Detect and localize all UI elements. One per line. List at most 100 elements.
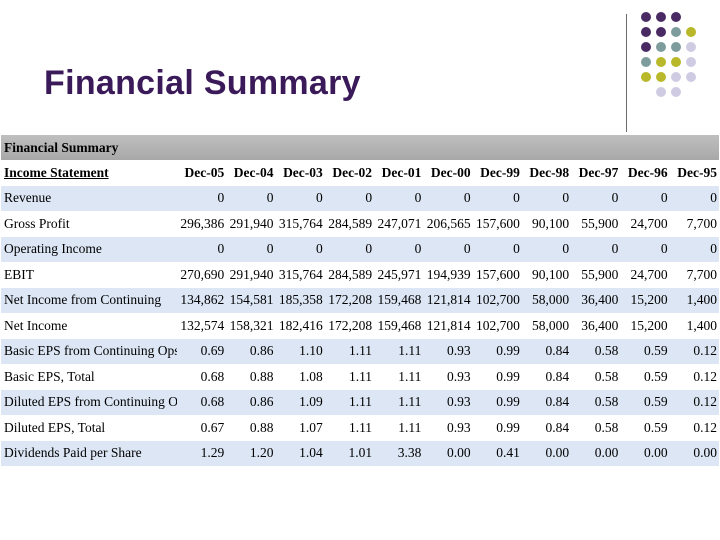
table-row: Gross Profit 296,386 291,940 315,764 284,589… bbox=[1, 211, 719, 237]
table-banner: Financial Summary bbox=[1, 135, 719, 160]
table-cell: 0.84 bbox=[521, 389, 572, 415]
decorative-dot bbox=[641, 27, 651, 37]
table-cell: 0 bbox=[275, 185, 325, 211]
table-cell: 245,971 bbox=[374, 262, 424, 288]
table-cell: 55,900 bbox=[571, 211, 621, 237]
table-cell: 36,400 bbox=[571, 313, 621, 339]
row-label: Basic EPS, Total bbox=[1, 364, 177, 390]
table-cell: 0.93 bbox=[423, 389, 473, 415]
decorative-dot bbox=[686, 27, 696, 37]
table-banner-row: Financial Summary bbox=[1, 135, 719, 160]
decorative-dot bbox=[686, 57, 696, 67]
table-cell: 0.68 bbox=[177, 364, 227, 390]
decorative-dot bbox=[641, 72, 651, 82]
decorative-dot bbox=[656, 27, 666, 37]
row-label: Diluted EPS from Continuing Ops. bbox=[1, 389, 177, 415]
table-cell: 36,400 bbox=[571, 287, 621, 313]
table-cell: 0 bbox=[324, 236, 375, 262]
table-cell: 291,940 bbox=[226, 262, 276, 288]
table-cell: 315,764 bbox=[275, 211, 325, 237]
table-cell: 172,208 bbox=[324, 313, 375, 339]
table-row: Net Income 132,574 158,321 182,416 172,208 15… bbox=[1, 313, 719, 339]
decorative-dot bbox=[656, 42, 666, 52]
table-row: Dividends Paid per Share 1.29 1.20 1.04 1.01… bbox=[1, 440, 719, 466]
table-cell: 0 bbox=[669, 236, 719, 262]
table-row: Basic EPS from Continuing Ops. 0.69 0.86 1.… bbox=[1, 338, 719, 364]
table-cell: 1.11 bbox=[374, 338, 424, 364]
year-header: Dec-03 bbox=[275, 160, 325, 186]
table-cell: 1.11 bbox=[324, 415, 375, 441]
table-cell: 0.00 bbox=[620, 440, 670, 466]
row-label: Revenue bbox=[1, 185, 177, 211]
table-cell: 1.11 bbox=[324, 364, 375, 390]
table-cell: 0.93 bbox=[423, 415, 473, 441]
table-cell: 0.41 bbox=[472, 440, 522, 466]
table-cell: 1.11 bbox=[324, 338, 375, 364]
table-cell: 0.99 bbox=[472, 415, 522, 441]
table-cell: 121,814 bbox=[423, 287, 473, 313]
table-cell: 15,200 bbox=[620, 313, 670, 339]
table-cell: 0.86 bbox=[226, 338, 276, 364]
table-cell: 158,321 bbox=[226, 313, 276, 339]
table-cell: 0 bbox=[374, 185, 424, 211]
decorative-dot bbox=[641, 57, 651, 67]
table-cell: 0.93 bbox=[423, 338, 473, 364]
table-cell: 0.67 bbox=[177, 415, 227, 441]
table-cell: 0 bbox=[472, 236, 522, 262]
table-cell: 3.38 bbox=[374, 440, 424, 466]
row-label: Net Income from Continuing bbox=[1, 287, 177, 313]
table-cell: 154,581 bbox=[226, 287, 276, 313]
table-cell: 0.58 bbox=[571, 415, 621, 441]
table-cell: 15,200 bbox=[620, 287, 670, 313]
table-cell: 102,700 bbox=[472, 313, 522, 339]
decorative-dot-grid bbox=[641, 12, 720, 116]
table-cell: 58,000 bbox=[521, 287, 572, 313]
table-cell: 0 bbox=[472, 185, 522, 211]
table-cell: 0.59 bbox=[620, 338, 670, 364]
row-label: Dividends Paid per Share bbox=[1, 440, 177, 466]
table-cell: 1.11 bbox=[374, 389, 424, 415]
decorative-dot bbox=[656, 72, 666, 82]
table-cell: 1,400 bbox=[669, 313, 719, 339]
table-cell: 0.93 bbox=[423, 364, 473, 390]
table-cell: 0.12 bbox=[669, 364, 719, 390]
table-row: EBIT 270,690 291,940 315,764 284,589 245,971 1… bbox=[1, 262, 719, 288]
table-cell: 296,386 bbox=[177, 211, 227, 237]
table-cell: 1.11 bbox=[324, 389, 375, 415]
decorative-dot bbox=[641, 12, 651, 22]
year-header: Dec-02 bbox=[324, 160, 375, 186]
table-cell: 0 bbox=[177, 236, 227, 262]
table-cell: 0.84 bbox=[521, 415, 572, 441]
decorative-dot bbox=[671, 42, 681, 52]
table-cell: 24,700 bbox=[620, 262, 670, 288]
table-cell: 185,358 bbox=[275, 287, 325, 313]
table-cell: 159,468 bbox=[374, 287, 424, 313]
table-cell: 0.59 bbox=[620, 389, 670, 415]
table-cell: 102,700 bbox=[472, 287, 522, 313]
year-header: Dec-95 bbox=[669, 160, 719, 186]
table-cell: 0.00 bbox=[521, 440, 572, 466]
table-cell: 0.12 bbox=[669, 338, 719, 364]
table-cell: 58,000 bbox=[521, 313, 572, 339]
row-label: Diluted EPS, Total bbox=[1, 415, 177, 441]
table-cell: 1.29 bbox=[177, 440, 227, 466]
table-cell: 0 bbox=[374, 236, 424, 262]
table-cell: 194,939 bbox=[423, 262, 473, 288]
table-cell: 0.12 bbox=[669, 389, 719, 415]
table-cell: 0 bbox=[177, 185, 227, 211]
table-cell: 0.68 bbox=[177, 389, 227, 415]
table-cell: 134,862 bbox=[177, 287, 227, 313]
table-cell: 1.11 bbox=[374, 415, 424, 441]
row-label: EBIT bbox=[1, 262, 177, 288]
table-cell: 0 bbox=[423, 236, 473, 262]
table-cell: 0 bbox=[226, 185, 276, 211]
table-cell: 121,814 bbox=[423, 313, 473, 339]
table-cell: 0 bbox=[620, 236, 670, 262]
table-cell: 0.59 bbox=[620, 364, 670, 390]
table-cell: 90,100 bbox=[521, 211, 572, 237]
table-cell: 0.86 bbox=[226, 389, 276, 415]
year-header: Dec-00 bbox=[423, 160, 473, 186]
table-row: Net Income from Continuing 134,862 154,581… bbox=[1, 287, 719, 313]
year-header: Dec-99 bbox=[472, 160, 522, 186]
row-label: Operating Income bbox=[1, 236, 177, 262]
